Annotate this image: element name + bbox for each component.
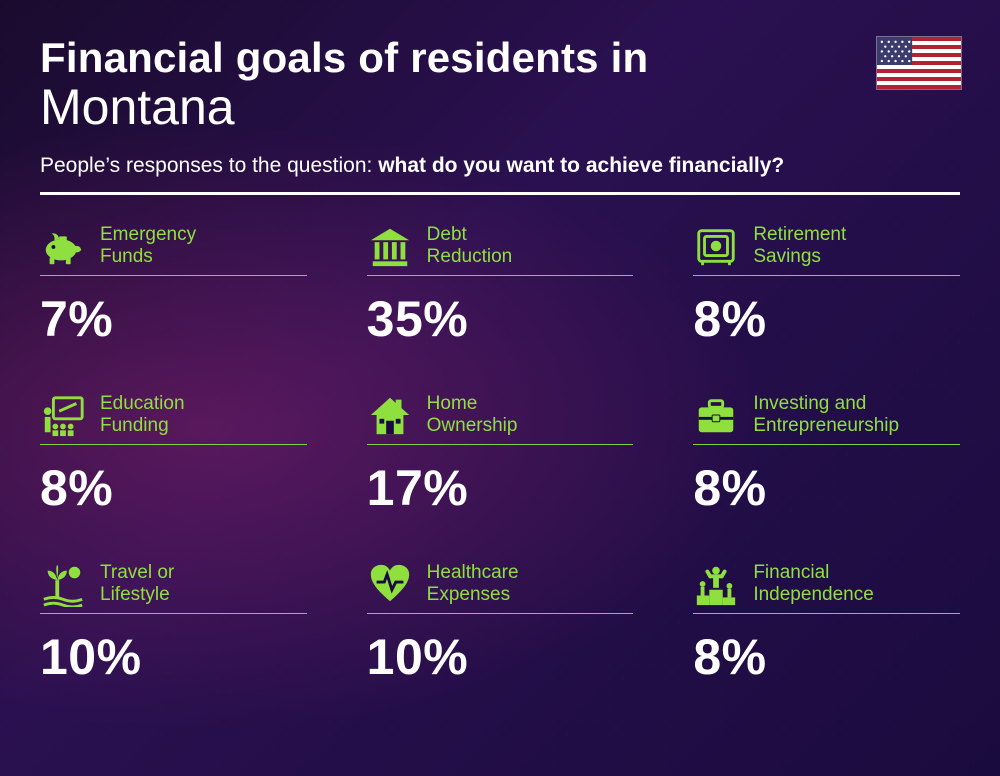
tile-investing: Investing andEntrepreneurship 8% — [693, 392, 960, 517]
podium-icon — [693, 561, 739, 607]
title-prefix: Financial goals of residents in — [40, 34, 960, 82]
tile-percentage: 10% — [367, 628, 634, 686]
tile-label: Travel orLifestyle — [100, 562, 174, 606]
tile-education-funding: EducationFunding 8% — [40, 392, 307, 517]
tile-retirement-savings: RetirementSavings 8% — [693, 223, 960, 348]
tile-healthcare: HealthcareExpenses 10% — [367, 561, 634, 686]
education-icon — [40, 392, 86, 438]
us-flag-icon — [876, 36, 962, 90]
tile-label: HealthcareExpenses — [427, 562, 519, 606]
tile-home-ownership: HomeOwnership 17% — [367, 392, 634, 517]
house-icon — [367, 392, 413, 438]
subtitle-lead: People’s responses to the question: — [40, 154, 378, 177]
tile-percentage: 7% — [40, 290, 307, 348]
tile-label: Investing andEntrepreneurship — [753, 393, 899, 437]
tile-percentage: 10% — [40, 628, 307, 686]
subtitle-bold: what do you want to achieve financially? — [378, 154, 784, 177]
infographic-container: Financial goals of residents in Montana … — [0, 0, 1000, 716]
tile-travel-lifestyle: Travel orLifestyle 10% — [40, 561, 307, 686]
tile-percentage: 35% — [367, 290, 634, 348]
tile-label: EducationFunding — [100, 393, 185, 437]
tile-financial-independence: FinancialIndependence 8% — [693, 561, 960, 686]
health-icon — [367, 561, 413, 607]
tile-label: FinancialIndependence — [753, 562, 873, 606]
title-region: Montana — [40, 78, 960, 136]
tile-head: DebtReduction — [367, 223, 634, 276]
tile-emergency-funds: EmergencyFunds 7% — [40, 223, 307, 348]
tile-head: FinancialIndependence — [693, 561, 960, 614]
tile-head: EducationFunding — [40, 392, 307, 445]
tile-percentage: 8% — [40, 459, 307, 517]
tile-head: HomeOwnership — [367, 392, 634, 445]
tile-label: DebtReduction — [427, 224, 513, 268]
tile-label: HomeOwnership — [427, 393, 518, 437]
piggy-bank-icon — [40, 223, 86, 269]
briefcase-icon — [693, 392, 739, 438]
tile-head: RetirementSavings — [693, 223, 960, 276]
divider — [40, 192, 960, 195]
tile-label: RetirementSavings — [753, 224, 846, 268]
bank-icon — [367, 223, 413, 269]
safe-icon — [693, 223, 739, 269]
tile-percentage: 8% — [693, 459, 960, 517]
tile-head: HealthcareExpenses — [367, 561, 634, 614]
tile-debt-reduction: DebtReduction 35% — [367, 223, 634, 348]
tile-percentage: 8% — [693, 290, 960, 348]
tile-percentage: 17% — [367, 459, 634, 517]
tile-head: Investing andEntrepreneurship — [693, 392, 960, 445]
tile-head: Travel orLifestyle — [40, 561, 307, 614]
travel-icon — [40, 561, 86, 607]
tile-head: EmergencyFunds — [40, 223, 307, 276]
stats-grid: EmergencyFunds 7% DebtReduction 35% Reti… — [40, 223, 960, 686]
tile-label: EmergencyFunds — [100, 224, 196, 268]
tile-percentage: 8% — [693, 628, 960, 686]
subtitle: People’s responses to the question: what… — [40, 154, 960, 178]
